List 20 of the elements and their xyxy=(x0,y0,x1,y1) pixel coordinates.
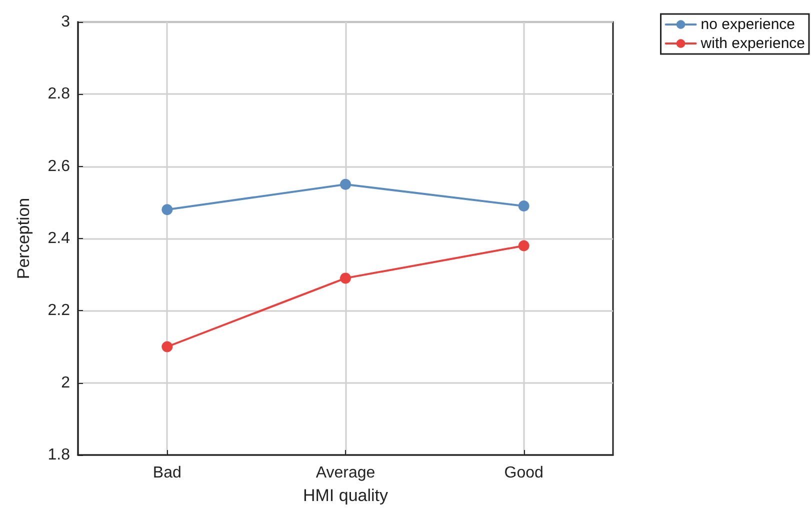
y-axis-title: Perception xyxy=(14,198,33,280)
y-tick-label: 1.8 xyxy=(48,446,70,464)
y-tick-label: 2.6 xyxy=(48,158,70,175)
y-tick-label: 2.8 xyxy=(48,86,70,103)
x-tick-label: Bad xyxy=(152,464,182,482)
point xyxy=(340,272,351,284)
point xyxy=(340,178,351,190)
y-tick-label: 2.2 xyxy=(48,302,70,320)
point xyxy=(162,341,173,352)
point xyxy=(518,240,530,252)
legend-label: with experience xyxy=(700,35,806,52)
x-tick-label: Good xyxy=(504,464,544,482)
point xyxy=(162,204,173,216)
y-tick-label: 3 xyxy=(61,14,70,30)
y-tick-label: 2.4 xyxy=(48,230,70,247)
x-tick-label: Average xyxy=(316,464,376,482)
x-axis-title: HMI quality xyxy=(302,486,389,505)
legend-label: no experience xyxy=(700,16,796,33)
point xyxy=(518,200,530,212)
y-tick-label: 2 xyxy=(61,374,70,392)
